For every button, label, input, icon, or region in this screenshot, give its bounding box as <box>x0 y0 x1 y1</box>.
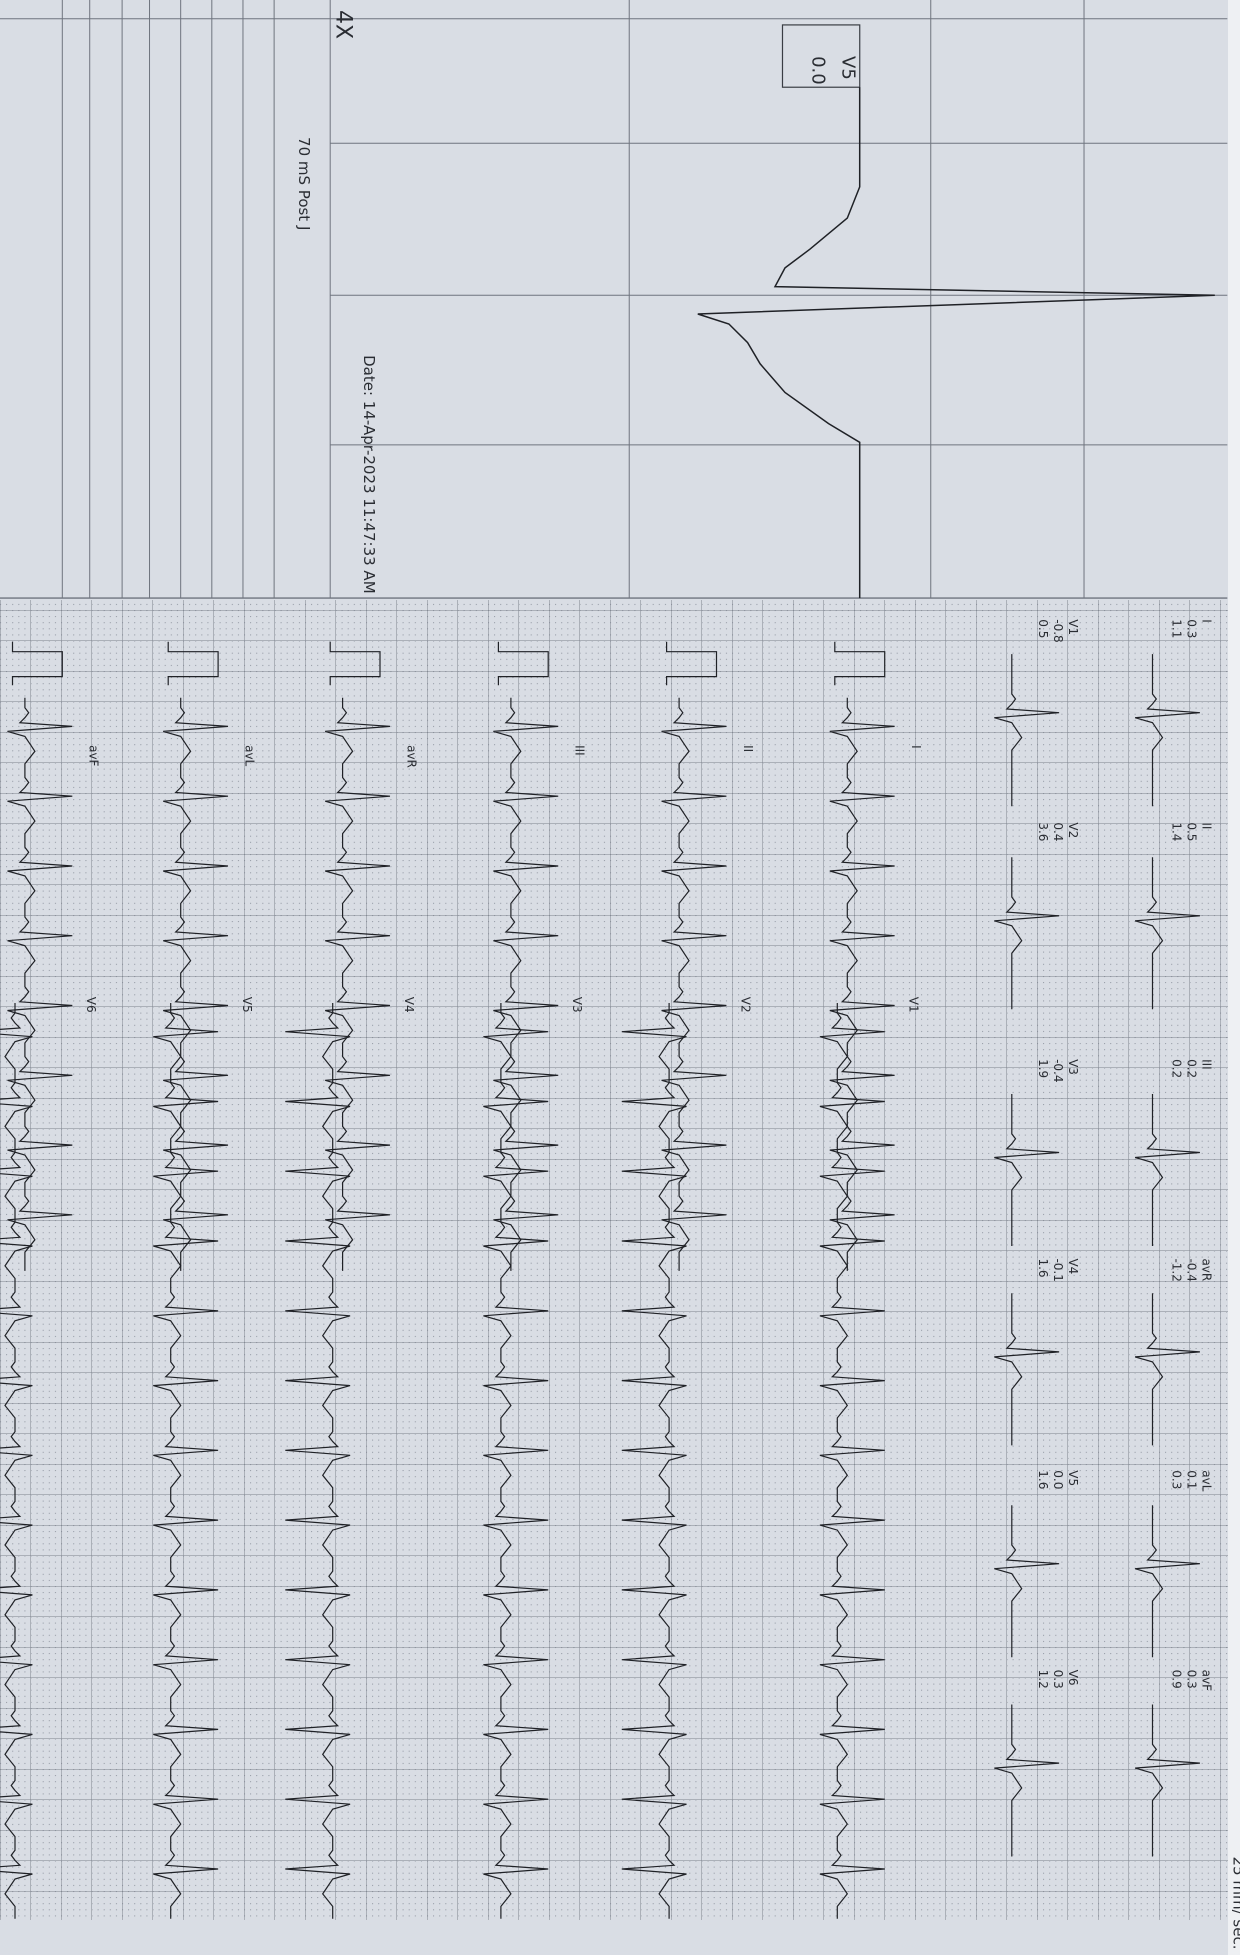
median-st: -0.4 <box>1051 1059 1065 1082</box>
median-st: 0.3 <box>1184 619 1198 638</box>
median-st: 0.1 <box>1184 1470 1198 1489</box>
median-amp: 0.2 <box>1169 1059 1183 1078</box>
strip-lead: avR <box>404 745 418 768</box>
median-amp: 1.2 <box>1036 1670 1050 1689</box>
median-st: 0.2 <box>1184 1059 1198 1078</box>
strip-lead: V2 <box>738 997 752 1013</box>
strip-lead: III <box>573 745 587 756</box>
median-lead: II <box>1199 822 1213 829</box>
lead-box <box>781 24 861 88</box>
zoom-trace <box>697 87 1215 599</box>
median-trace <box>994 1704 1060 1857</box>
median-trace <box>994 857 1060 1010</box>
median-lead: V4 <box>1066 1258 1080 1274</box>
median-lead: avR <box>1199 1258 1213 1281</box>
strip-lead: V6 <box>84 997 98 1013</box>
calibration-pulse <box>11 641 63 686</box>
zoom-level: 4X <box>330 10 355 39</box>
strip-lead: V3 <box>570 997 584 1013</box>
median-trace <box>994 654 1060 807</box>
rhythm-trace <box>325 697 391 1271</box>
median-amp: -1.2 <box>1169 1258 1183 1281</box>
median-lead: V1 <box>1066 619 1080 635</box>
strip-lead: avL <box>242 745 256 766</box>
calibration-pulse <box>497 641 549 686</box>
median-lead: V6 <box>1066 1670 1080 1686</box>
median-trace <box>1134 1094 1200 1246</box>
median-trace <box>1134 654 1200 807</box>
rhythm-trace <box>0 1003 33 1919</box>
median-amp: 1.1 <box>1169 619 1183 638</box>
calibration-pulse <box>329 641 381 686</box>
median-amp: 1.6 <box>1036 1258 1050 1277</box>
median-st: 0.4 <box>1051 822 1065 841</box>
median-st: -0.4 <box>1184 1258 1198 1281</box>
calibration-pulse <box>167 641 219 686</box>
median-lead: avL <box>1199 1470 1213 1491</box>
rhythm-trace <box>493 697 559 1271</box>
strip-lead: V4 <box>402 997 416 1013</box>
median-lead: III <box>1199 1059 1213 1070</box>
median-st: 0.5 <box>1184 822 1198 841</box>
median-amp: 0.3 <box>1169 1470 1183 1489</box>
median-trace <box>994 1293 1060 1446</box>
median-amp: 1.6 <box>1036 1470 1050 1489</box>
zoom-value: 0.0 <box>807 56 828 85</box>
median-amp: 1.9 <box>1036 1059 1050 1078</box>
calibration-pulse <box>834 641 886 686</box>
median-trace <box>994 1505 1060 1658</box>
median-trace <box>1134 1293 1200 1446</box>
median-lead: V2 <box>1066 822 1080 838</box>
median-st: 0.0 <box>1051 1470 1065 1489</box>
strip-lead: V1 <box>907 997 921 1013</box>
rhythm-trace <box>819 1003 885 1919</box>
median-trace <box>994 1094 1060 1246</box>
rhythm-trace <box>163 697 229 1271</box>
median-trace <box>1134 1704 1200 1857</box>
strip-lead: V5 <box>240 997 254 1013</box>
median-st: 0.3 <box>1184 1670 1198 1689</box>
date: Date: 14-Apr-2023 11:47:33 AM <box>360 355 378 594</box>
strip-lead: II <box>741 745 755 752</box>
median-st: -0.1 <box>1051 1258 1065 1281</box>
median-lead: I <box>1199 619 1213 623</box>
rhythm-trace <box>153 1003 219 1919</box>
rhythm-trace <box>7 697 73 1271</box>
measure-point: 70 mS Post J <box>295 137 313 230</box>
rhythm-trace <box>621 1003 687 1919</box>
rhythm-trace <box>661 697 727 1271</box>
median-amp: 1.4 <box>1169 822 1183 841</box>
median-lead: avF <box>1199 1670 1213 1691</box>
rhythm-trace <box>483 1003 549 1919</box>
median-amp: 0.9 <box>1169 1670 1183 1689</box>
median-lead: V3 <box>1066 1059 1080 1075</box>
median-trace <box>1134 1505 1200 1658</box>
median-trace <box>1134 857 1200 1010</box>
strip-lead: I <box>909 745 923 749</box>
zoom-lead: V5 <box>837 56 858 80</box>
ecg-grid <box>0 600 1228 1920</box>
median-amp: 0.5 <box>1036 619 1050 638</box>
calibration-pulse <box>666 641 718 686</box>
median-lead: V5 <box>1066 1470 1080 1486</box>
rhythm-trace <box>285 1003 351 1919</box>
median-st: 0.3 <box>1051 1670 1065 1689</box>
median-amp: 3.6 <box>1036 822 1050 841</box>
rhythm-trace <box>829 697 895 1271</box>
median-st: -0.8 <box>1051 619 1065 642</box>
strip-lead: avF <box>87 745 101 766</box>
speed: 25 mm/ sec. <box>1230 1857 1240 1950</box>
edge <box>1228 0 1240 1955</box>
